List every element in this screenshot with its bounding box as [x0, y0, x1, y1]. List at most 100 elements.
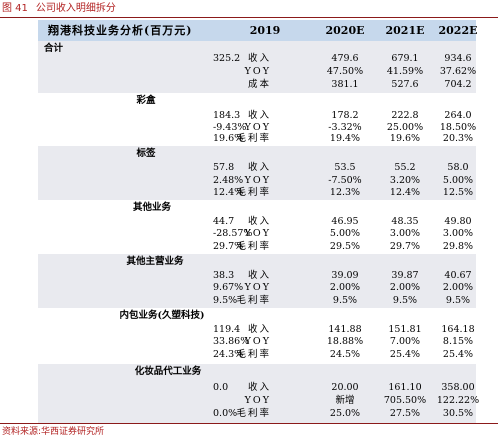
value-2021e: 29.7% — [389, 241, 421, 252]
metric-label: 毛利率 — [236, 408, 271, 419]
year-header-2021e: 2021E — [385, 24, 425, 37]
value-2019: 9.5% — [213, 295, 238, 306]
value-2022e: 58.0 — [447, 162, 469, 173]
value-2020e: 47.50% — [326, 66, 364, 77]
table-row: 收入 44.7 46.95 48.35 49.80 — [38, 214, 476, 229]
value-2019: 19.6% — [213, 133, 244, 144]
value-2021e: 3.00% — [389, 228, 421, 239]
section-name: 合计 — [44, 43, 64, 54]
value-2021e: 151.81 — [388, 324, 422, 335]
metric-label: 收入 — [247, 216, 271, 227]
table-row: YOY 33.86% 18.88% 7.00% 8.15% — [38, 334, 476, 349]
figure-title: 公司收入明细拆分 — [35, 3, 116, 14]
value-2022e: 164.18 — [441, 324, 475, 335]
table-row: YOY -28.57% 5.00% 3.00% 3.00% — [38, 226, 476, 241]
metric-label: 收入 — [247, 110, 271, 121]
value-2022e: 49.80 — [444, 216, 472, 227]
value-2021e: 19.6% — [389, 133, 421, 144]
year-header-2019: 2019 — [249, 24, 281, 37]
table-row: 毛利率 19.6% 19.4% 19.6% 20.3% — [38, 131, 476, 146]
year-header-2022e: 2022E — [438, 24, 478, 37]
value-2021e: 25.00% — [386, 122, 424, 133]
value-2021e: 55.2 — [394, 162, 416, 173]
value-2021e: 39.87 — [391, 270, 419, 281]
metric-label: 收入 — [247, 53, 271, 64]
table-row: 收入 119.4 141.88 151.81 164.18 — [38, 322, 476, 337]
value-2022e: 9.5% — [445, 295, 471, 306]
section-name: 标签 — [136, 148, 156, 159]
figure-caption: 图 41 公司收入明细拆分 — [2, 1, 116, 17]
value-2019: 2.48% — [213, 175, 244, 186]
value-2020e: 9.5% — [332, 295, 358, 306]
metric-label: 成本 — [247, 79, 271, 90]
bottom-rule — [0, 423, 498, 424]
value-2021e: 222.8 — [391, 110, 419, 121]
year-header-2020e: 2020E — [325, 24, 365, 37]
table-row: 收入 57.8 53.5 55.2 58.0 — [38, 160, 476, 175]
value-2022e: 29.8% — [442, 241, 474, 252]
value-2020e: 53.5 — [334, 162, 356, 173]
value-2019: 119.4 — [213, 324, 241, 335]
table-row: YOY 2.48% -7.50% 3.20% 5.00% — [38, 173, 476, 188]
value-2021e: 9.5% — [392, 295, 418, 306]
table-row: 毛利率 9.5% 9.5% 9.5% 9.5% — [38, 293, 476, 308]
table-row: YOY 9.67% 2.00% 2.00% 2.00% — [38, 280, 476, 295]
metric-label: 毛利率 — [236, 349, 271, 360]
section-name: 内包业务(久塑科技) — [119, 310, 205, 321]
value-2019: 0.0% — [213, 408, 238, 419]
metric-label: YOY — [244, 228, 271, 239]
metric-label: YOY — [244, 122, 271, 133]
value-2020e: 19.4% — [329, 133, 361, 144]
value-2021e: 25.4% — [389, 349, 421, 360]
metric-label: YOY — [244, 395, 271, 406]
value-2022e: 934.6 — [444, 53, 472, 64]
value-2019: 44.7 — [213, 216, 235, 227]
value-2022e: 5.00% — [442, 175, 474, 186]
metric-label: 毛利率 — [236, 133, 271, 144]
value-2022e: 37.62% — [439, 66, 477, 77]
value-2022e: 30.5% — [442, 408, 474, 419]
value-2022e: 8.15% — [442, 336, 474, 347]
value-2020e: -3.32% — [328, 122, 362, 133]
section-color-box: 彩盒 收入 184.3 178.2 222.8 264.0 YOY -9.43%… — [38, 93, 476, 146]
source-note: 资料来源:华西证券研究所 — [2, 427, 105, 437]
figure-number: 图 41 — [2, 3, 28, 14]
value-2019: 29.7% — [213, 241, 244, 252]
section-other-main-business: 其他主营业务 收入 38.3 39.09 39.87 40.67 YOY 9.6… — [38, 254, 476, 308]
value-2022e: 25.4% — [442, 349, 474, 360]
value-2022e: 2.00% — [442, 282, 474, 293]
value-2022e: 264.0 — [444, 110, 472, 121]
value-2021e: 12.4% — [389, 187, 421, 198]
table-row: 收入 38.3 39.09 39.87 40.67 — [38, 268, 476, 283]
value-2021e: 705.50% — [383, 395, 427, 406]
value-2020e: -7.50% — [328, 175, 362, 186]
value-2021e: 679.1 — [391, 53, 419, 64]
section-total: 合计 收入 325.2 479.6 679.1 934.6 YOY 47.50%… — [38, 41, 476, 93]
value-2019: 325.2 — [213, 53, 241, 64]
table-row: YOY -9.43% -3.32% 25.00% 18.50% — [38, 120, 476, 135]
table-row: 收入 184.3 178.2 222.8 264.0 — [38, 108, 476, 123]
table-row: 收入 0.0 20.00 161.10 358.00 — [38, 380, 476, 395]
value-2019: 184.3 — [213, 110, 241, 121]
value-2020e: 46.95 — [331, 216, 359, 227]
section-other-business: 其他业务 收入 44.7 46.95 48.35 49.80 YOY -28.5… — [38, 200, 476, 254]
table-row: 毛利率 12.4% 12.3% 12.4% 12.5% — [38, 185, 476, 200]
metric-label: 收入 — [247, 382, 271, 393]
value-2020e: 新增 — [335, 395, 355, 406]
value-2020e: 141.88 — [328, 324, 362, 335]
value-2021e: 3.20% — [389, 175, 421, 186]
value-2022e: 122.22% — [436, 395, 480, 406]
value-2019: 33.86% — [213, 336, 250, 347]
value-2019: -28.57% — [213, 228, 253, 239]
value-2021e: 41.59% — [386, 66, 424, 77]
value-2020e: 29.5% — [329, 241, 361, 252]
value-2019: 24.3% — [213, 349, 244, 360]
table-row: 毛利率 24.3% 24.5% 25.4% 25.4% — [38, 347, 476, 362]
value-2020e: 24.5% — [329, 349, 361, 360]
value-2022e: 358.00 — [441, 382, 475, 393]
value-2019: -9.43% — [213, 122, 247, 133]
value-2019: 12.4% — [213, 187, 244, 198]
value-2020e: 178.2 — [331, 110, 359, 121]
section-inner-packaging: 内包业务(久塑科技) 收入 119.4 141.88 151.81 164.18… — [38, 308, 476, 364]
value-2021e: 527.6 — [391, 79, 419, 90]
